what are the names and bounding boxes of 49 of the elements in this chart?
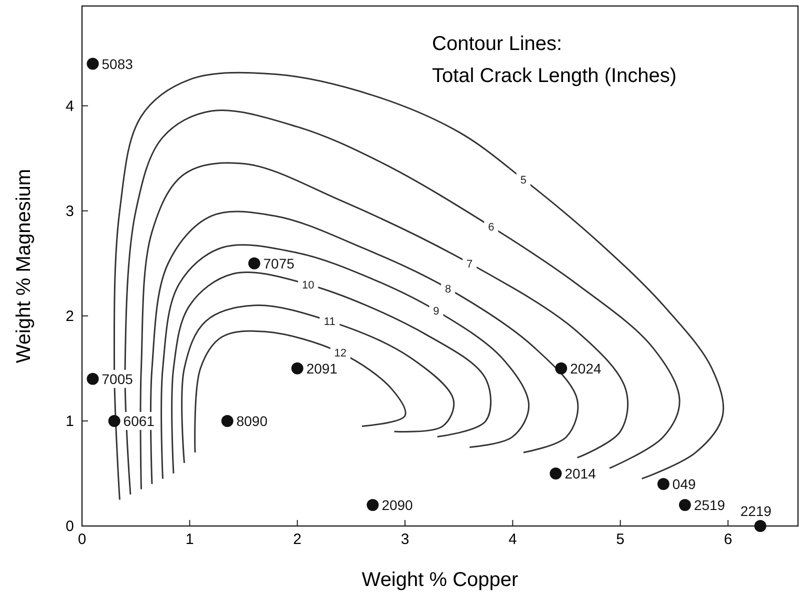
x-tick-label: 5 [616,531,625,548]
line-series [194,330,406,454]
x-tick-label: 3 [400,531,410,548]
annotation: 8090 [236,412,268,429]
series-label: 9 [433,306,440,318]
x-tick-label: 1 [185,531,194,548]
x-tick-label: 4 [508,531,517,548]
point [221,414,234,427]
series-label: 7 [466,258,473,270]
text: Contour Lines: [432,33,562,55]
annotation: 2519 [694,496,726,513]
x-tick-label: 6 [724,531,732,548]
series-label: 8 [445,284,452,296]
x-tick-label: 2 [293,531,302,548]
y-tick-label: 0 [66,518,74,535]
point [108,414,120,427]
annotation: 2024 [570,360,602,376]
y-tick-label: 4 [66,98,74,115]
y-axis-title: Weight % Magnesium [13,168,35,364]
series-label: 5 [520,174,527,186]
point [550,467,562,480]
series-label: 10 [302,279,314,292]
annotation: 2091 [306,360,338,376]
series-label: 12 [334,348,347,360]
point [86,372,99,385]
point [291,362,304,374]
point [678,498,691,511]
point [86,58,99,70]
annotation: 049 [672,476,696,492]
annotation: 5083 [102,56,134,72]
annotation: 7005 [102,370,134,387]
x-tick-label: 0 [78,531,86,548]
point [657,478,670,490]
point [754,520,766,532]
annotation: 2219 [740,503,772,519]
y-tick-label: 3 [66,202,74,220]
point [555,362,568,374]
x-axis-title: Weight % Copper [362,569,519,591]
y-tick-label: 2 [66,308,74,325]
series-label: 11 [324,316,336,328]
series-label: 6 [488,222,494,234]
y-tick-label: 1 [66,412,74,430]
annotation: 7075 [263,255,295,272]
annotation: 2090 [382,496,414,513]
point [366,498,379,511]
text: Total Crack Length (Inches) [432,65,677,87]
annotation: 2014 [564,465,596,482]
point [248,257,260,270]
annotation: 6061 [123,412,155,429]
